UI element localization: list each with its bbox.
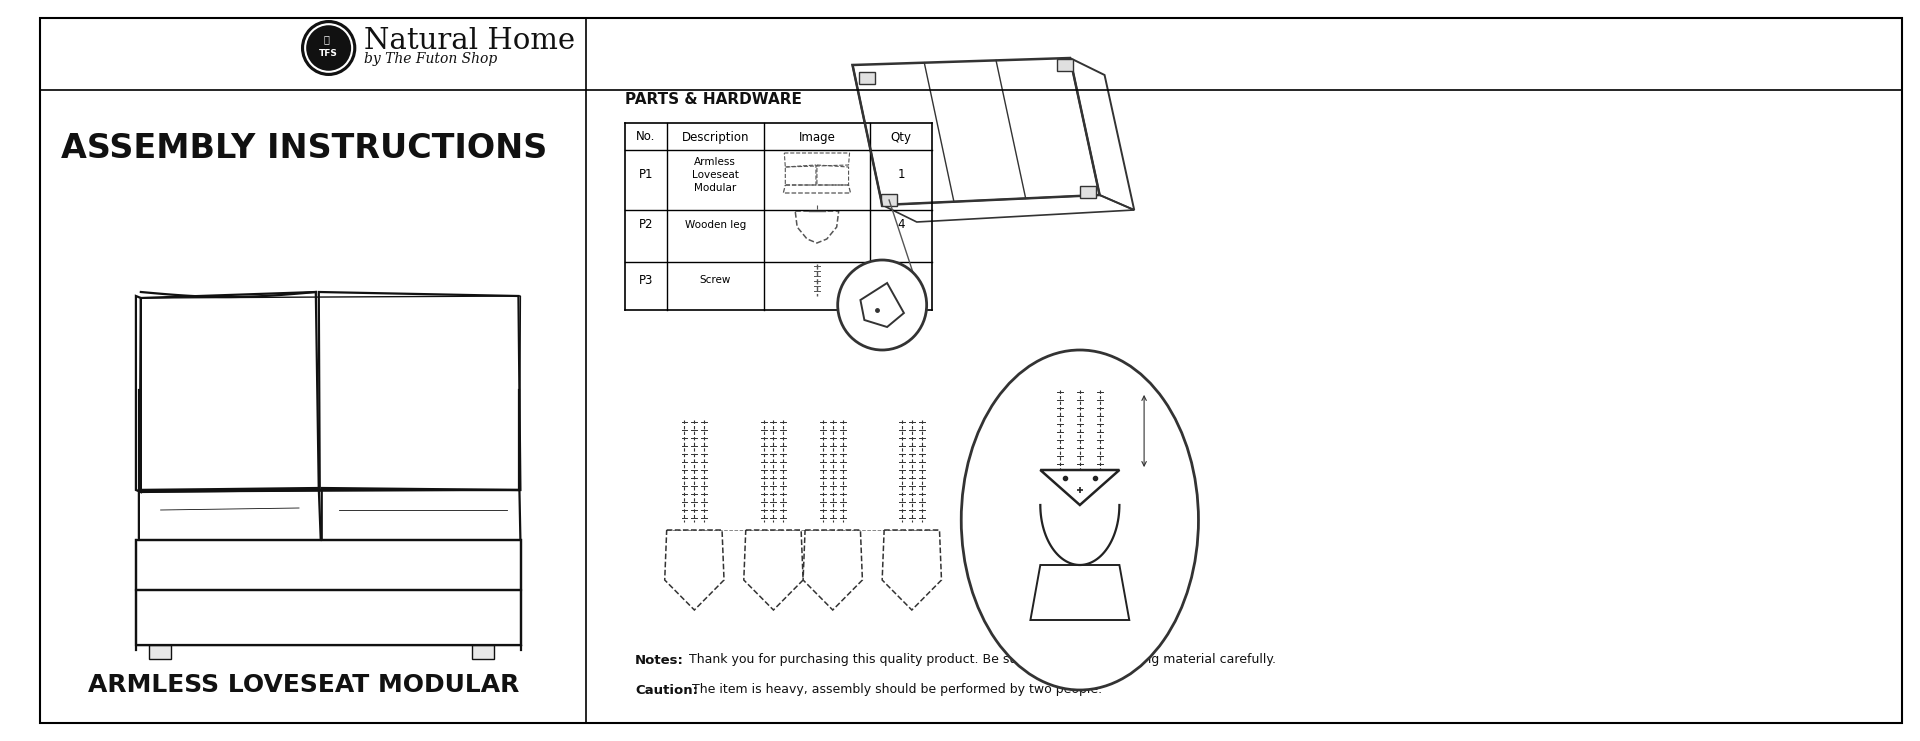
Circle shape [837, 260, 927, 350]
Text: Thank you for purchasing this quality product. Be sure to check all packing mate: Thank you for purchasing this quality pr… [689, 654, 1277, 666]
Text: P3: P3 [639, 273, 653, 287]
Text: 🌿: 🌿 [324, 34, 330, 44]
Circle shape [301, 20, 357, 76]
Ellipse shape [962, 350, 1198, 690]
Bar [472, 645, 493, 659]
Text: No.: No. [636, 130, 655, 144]
Text: Wooden leg: Wooden leg [685, 220, 745, 230]
Text: Screw: Screw [699, 275, 732, 285]
Text: Natural Home: Natural Home [365, 27, 576, 55]
Text: The item is heavy, assembly should be performed by two people.: The item is heavy, assembly should be pe… [693, 683, 1102, 697]
Text: Armless
Loveseat
Modular: Armless Loveseat Modular [691, 157, 739, 193]
Text: ARMLESS LOVESEAT MODULAR: ARMLESS LOVESEAT MODULAR [88, 673, 520, 697]
Text: TFS: TFS [319, 48, 338, 58]
Text: Notes:: Notes: [636, 654, 684, 666]
Text: Caution:: Caution: [636, 683, 699, 697]
Text: Image: Image [799, 130, 835, 144]
Bar [1058, 59, 1073, 71]
Text: ASSEMBLY INSTRUCTIONS: ASSEMBLY INSTRUCTIONS [61, 131, 547, 165]
Text: Description: Description [682, 130, 749, 144]
Text: 1: 1 [897, 168, 904, 182]
Bar [1079, 186, 1096, 198]
Text: 4: 4 [897, 219, 904, 231]
Text: Qty: Qty [891, 130, 912, 144]
Bar [148, 645, 171, 659]
Bar [881, 194, 897, 206]
Text: by The Futon Shop: by The Futon Shop [365, 52, 497, 66]
Bar [860, 72, 876, 84]
Text: P1: P1 [639, 168, 653, 182]
Text: 8: 8 [897, 273, 904, 287]
Text: PARTS & HARDWARE: PARTS & HARDWARE [626, 93, 803, 107]
Text: P2: P2 [639, 219, 653, 231]
